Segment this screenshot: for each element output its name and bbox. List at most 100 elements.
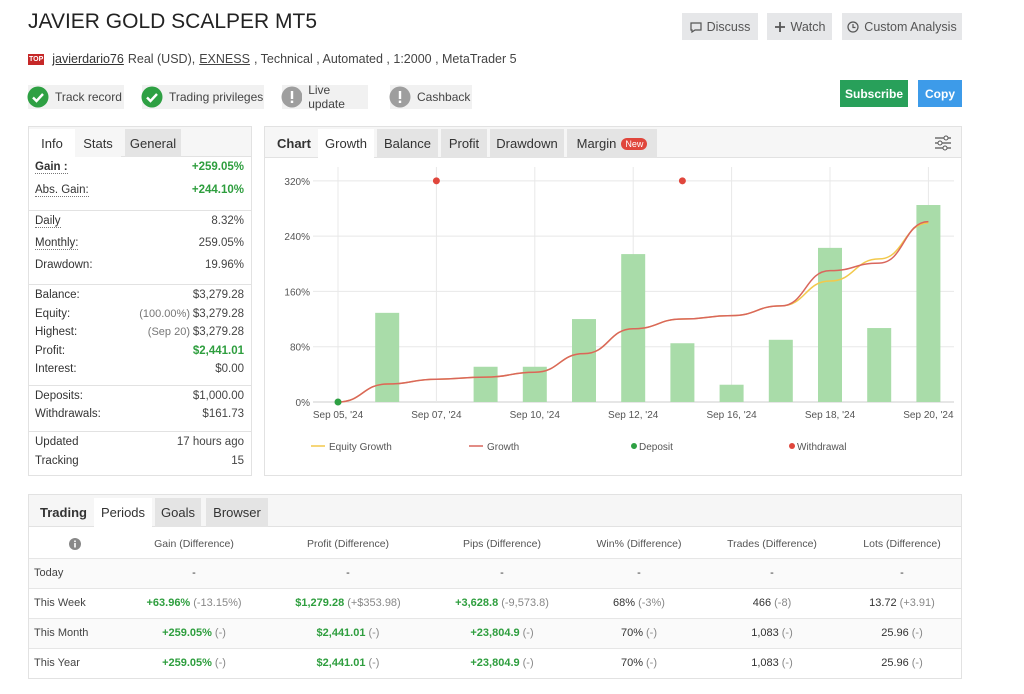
icon xyxy=(141,86,163,108)
info-tab[interactable]: Info xyxy=(29,129,75,157)
x-tick-label: Sep 05, '24 xyxy=(313,410,364,421)
chart-tab[interactable]: Growth xyxy=(318,129,374,158)
info-label: Balance: xyxy=(35,289,80,301)
column-header: Lots (Difference) xyxy=(863,538,941,550)
page-title: JAVIER GOLD SCALPER MT5 xyxy=(28,10,318,33)
info-value: $2,441.01 xyxy=(192,344,244,357)
legend-label: Equity Growth xyxy=(329,442,392,453)
periods-tab[interactable]: Browser xyxy=(206,498,268,527)
bar xyxy=(768,339,793,402)
legend-swatch xyxy=(789,443,795,449)
header-button[interactable]: Watch xyxy=(767,13,832,40)
cell-difference: (-) xyxy=(646,627,658,639)
bar xyxy=(818,247,842,402)
table-row xyxy=(29,558,961,588)
info-label: Withdrawals: xyxy=(35,408,101,420)
info-value: $3,279.28 xyxy=(192,326,244,339)
bar xyxy=(719,384,744,402)
cell-value: $2,441.01 xyxy=(316,657,366,669)
cell-value: +23,804.9 xyxy=(470,627,520,639)
chart-tab-label: Margin xyxy=(576,136,617,151)
cell-difference: (+3.91) xyxy=(899,597,935,609)
icon xyxy=(774,21,785,32)
table-row xyxy=(29,618,961,648)
info-value: $3,279.28 xyxy=(192,307,244,320)
cell-value: - xyxy=(500,567,504,579)
header-button[interactable]: Custom Analysis xyxy=(842,13,962,40)
table-row xyxy=(29,648,961,678)
table-cell: $2,441.01 (-) xyxy=(268,657,428,669)
icon xyxy=(27,86,49,108)
action-button[interactable]: Copy xyxy=(918,80,962,107)
info-label: Monthly: xyxy=(35,237,79,250)
x-tick-label: Sep 16, '24 xyxy=(706,410,757,421)
table-cell: 1,083 (-) xyxy=(692,627,852,639)
info-label: Gain : xyxy=(35,161,68,174)
badge-label: Live update xyxy=(308,83,345,111)
chart-tab-label: Drawdown xyxy=(496,136,558,151)
author-link[interactable]: javierdario76 xyxy=(52,52,124,66)
table-cell: $1,279.28 (+$353.98) xyxy=(268,597,428,609)
info-panel: Info Stats General Gain : +259.05% Abs. Gain:… xyxy=(28,126,252,476)
table-cell: +63.96% (-13.15%) xyxy=(114,597,274,609)
table-cell: 25.96 (-) xyxy=(822,627,982,639)
button-label: Discuss xyxy=(706,19,751,34)
periods-tab[interactable]: Goals xyxy=(155,498,201,527)
table-cell: 70% (-) xyxy=(559,627,719,639)
cell-difference: (-8) xyxy=(774,597,792,609)
chart-tab[interactable]: Balance xyxy=(377,129,438,158)
account-details: , Technical , Automated , 1:2000 , MetaT… xyxy=(253,52,517,66)
table-cell: - xyxy=(559,567,719,579)
info-label: Deposits: xyxy=(35,390,83,402)
legend-label: Withdrawal xyxy=(797,442,846,453)
table-cell: - xyxy=(692,567,852,579)
chart-tab[interactable]: Profit xyxy=(441,129,487,158)
badge-label: Cashback xyxy=(417,90,471,104)
chart-tabs-label: Chart xyxy=(277,136,311,151)
broker-link[interactable]: EXNESS xyxy=(199,52,250,66)
info-value: 15 xyxy=(231,455,244,467)
x-tick-label: Sep 12, '24 xyxy=(608,410,659,421)
table-cell: +23,804.9 (-) xyxy=(422,627,582,639)
button-label: Watch xyxy=(790,19,826,34)
periods-tab[interactable]: Periods xyxy=(94,498,152,527)
periods-panel: Trading Periods Goals Browser Gain (Differen… xyxy=(28,494,962,679)
info-label: Drawdown: xyxy=(35,259,93,271)
cell-value: +259.05% xyxy=(162,657,212,669)
cell-difference: (-9,573.8) xyxy=(501,597,549,609)
chart-tab[interactable]: Margin New xyxy=(567,129,657,158)
table-cell: +23,804.9 (-) xyxy=(422,657,582,669)
cell-value: - xyxy=(770,567,774,579)
bar xyxy=(473,366,498,402)
x-tick-label: Sep 20, '24 xyxy=(903,410,954,421)
info-label: Daily xyxy=(35,215,61,228)
cell-value: +23,804.9 xyxy=(470,657,520,669)
divider xyxy=(29,385,251,386)
cell-difference: (-) xyxy=(911,627,923,639)
table-row xyxy=(29,588,961,618)
cell-value: - xyxy=(900,567,904,579)
badge-label: Trading privileges xyxy=(169,90,264,104)
info-value: 19.96% xyxy=(204,259,244,271)
column-header: Pips (Difference) xyxy=(462,538,541,550)
row-label: This Week xyxy=(34,597,86,609)
table-cell: 68% (-3%) xyxy=(559,597,719,609)
table-cell: +259.05% (-) xyxy=(114,657,274,669)
header-button[interactable]: Discuss xyxy=(682,13,758,40)
chart-tab-label: Profit xyxy=(448,136,480,151)
info-value: $0.00 xyxy=(215,363,244,376)
chart-tab[interactable]: Drawdown xyxy=(490,129,564,158)
cell-value: - xyxy=(637,567,641,579)
point xyxy=(334,398,342,406)
info-tab[interactable]: General xyxy=(125,129,181,157)
badge: Live update xyxy=(281,83,368,111)
cell-value: 70% xyxy=(620,627,644,639)
info-tab[interactable]: Stats xyxy=(75,129,121,157)
action-button[interactable]: Subscribe xyxy=(840,80,908,107)
cell-value: 70% xyxy=(620,657,644,669)
bar xyxy=(572,319,596,402)
info-label: Equity: xyxy=(35,307,71,320)
chart-panel: Chart Growth Balance Profit Drawdown Margin Ne… xyxy=(264,126,962,476)
periods-label[interactable]: Trading xyxy=(40,505,87,520)
